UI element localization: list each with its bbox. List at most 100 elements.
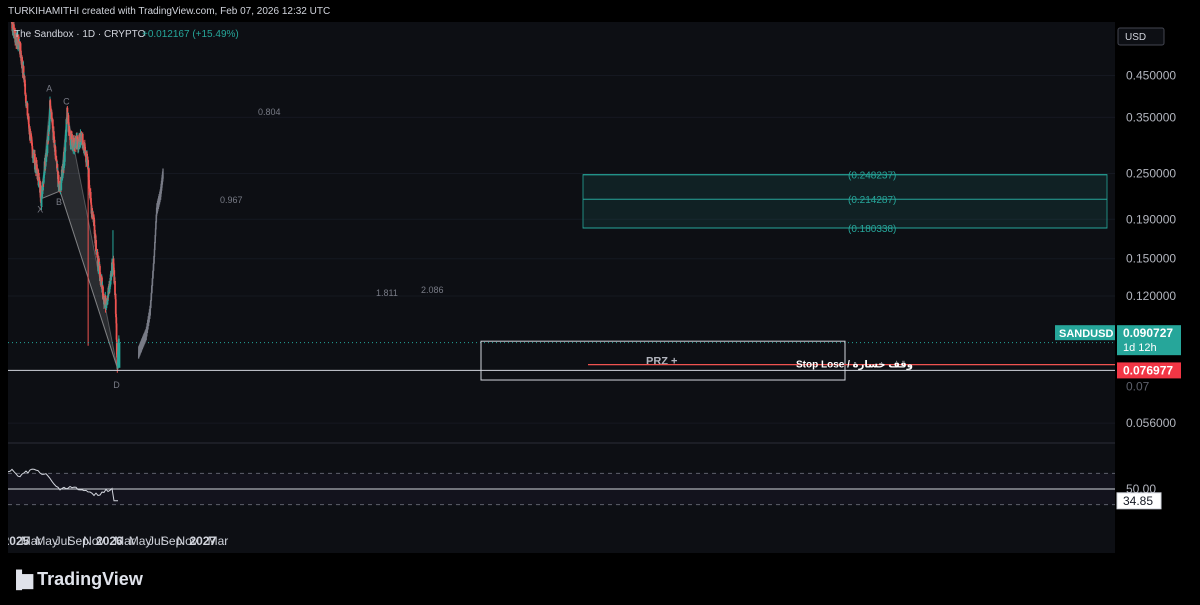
candle[interactable]	[68, 125, 71, 136]
candle-body[interactable]	[36, 164, 38, 170]
candle-body[interactable]	[65, 119, 68, 133]
candle-body[interactable]	[114, 280, 116, 296]
candle-body[interactable]	[93, 225, 96, 234]
candle-body[interactable]	[112, 263, 115, 275]
candle-body[interactable]	[67, 115, 70, 123]
candle-body[interactable]	[82, 140, 84, 146]
chart-svg[interactable]: 0.450000 0.350000 0.250000 0.190000 0.150000…	[8, 22, 1190, 553]
candle-body[interactable]	[21, 57, 23, 66]
candle-body[interactable]	[103, 302, 106, 305]
candle-body[interactable]	[46, 139, 49, 154]
symbol-legend[interactable]: The Sandbox · 1D · CRYPTO+0.012167 (+15.…	[14, 29, 239, 40]
candle-body[interactable]	[54, 149, 57, 160]
candle-body[interactable]	[102, 286, 104, 299]
candle-body[interactable]	[66, 107, 69, 120]
currency-button[interactable]: USD	[1117, 27, 1165, 46]
candle-body[interactable]	[115, 313, 117, 318]
current-price-badge[interactable]: 0.090727 1d 12h	[1117, 325, 1181, 356]
chart-area[interactable]: 0.450000 0.350000 0.250000 0.190000 0.150000…	[8, 22, 1190, 553]
candle-body[interactable]	[37, 169, 40, 181]
candle-body[interactable]	[19, 43, 22, 54]
candle-body[interactable]	[108, 281, 111, 290]
target-zone[interactable]: (0.248237) (0.214287) (0.180338)	[582, 171, 1108, 235]
candle-body[interactable]	[31, 146, 34, 149]
stop-price-badge[interactable]: 0.076977	[1117, 362, 1181, 379]
candle-body[interactable]	[78, 134, 81, 145]
candle-body[interactable]	[95, 240, 97, 251]
candle-body[interactable]	[64, 130, 67, 142]
candle-body[interactable]	[110, 272, 113, 281]
candle-body[interactable]	[86, 153, 89, 158]
candle-body[interactable]	[38, 177, 41, 180]
rsi-panel[interactable]	[8, 444, 1115, 530]
candle-body[interactable]	[90, 202, 93, 205]
candle-body[interactable]	[110, 270, 113, 274]
candle-body[interactable]	[57, 174, 60, 183]
candle-body[interactable]	[113, 270, 116, 284]
candle-body[interactable]	[98, 262, 101, 266]
candle-body[interactable]	[114, 293, 117, 300]
candle-body[interactable]	[68, 129, 71, 136]
candle[interactable]	[82, 137, 84, 151]
prz-box[interactable]	[480, 340, 846, 381]
candle-body[interactable]	[42, 184, 44, 191]
candle-body[interactable]	[114, 299, 117, 314]
candle-body[interactable]	[29, 128, 31, 141]
bcd-triangle[interactable]	[59, 112, 118, 368]
candle-body[interactable]	[22, 66, 25, 75]
candle-body[interactable]	[63, 152, 66, 162]
partially-hidden-price-label: 0.07	[1126, 379, 1150, 393]
currency-button-frame[interactable]	[1117, 27, 1165, 46]
target-box[interactable]	[582, 174, 1108, 229]
candle-body[interactable]	[48, 119, 51, 122]
candle-body[interactable]	[33, 153, 36, 170]
candle-body[interactable]	[115, 317, 118, 324]
candle-body[interactable]	[42, 175, 45, 183]
target-level-label: (0.248237)	[848, 171, 896, 182]
candle[interactable]	[105, 303, 108, 311]
candle-body[interactable]	[87, 168, 90, 181]
candle-body[interactable]	[117, 338, 120, 344]
candle-body[interactable]	[45, 154, 48, 162]
candle-body[interactable]	[25, 94, 27, 104]
candle-body[interactable]	[87, 160, 90, 168]
candle-body[interactable]	[112, 258, 115, 264]
candle-body[interactable]	[50, 112, 53, 118]
rsi-value-badge[interactable]: 34.85	[1116, 492, 1162, 510]
candle-body[interactable]	[60, 179, 63, 183]
projected-path[interactable]	[137, 168, 164, 359]
candle-body[interactable]	[67, 122, 70, 132]
candle-body[interactable]	[115, 339, 118, 355]
current-price-label: 0.090727	[1123, 326, 1173, 340]
candle-body[interactable]	[115, 323, 118, 340]
candle-body[interactable]	[40, 195, 43, 207]
candles[interactable]	[10, 22, 120, 373]
rsi-line[interactable]	[8, 468, 118, 502]
candle-body[interactable]	[64, 139, 67, 152]
candle-body[interactable]	[88, 180, 91, 186]
candle-body[interactable]	[81, 134, 84, 141]
candle-body[interactable]	[26, 103, 29, 116]
last-candle[interactable]	[117, 343, 121, 368]
candle-body[interactable]	[49, 108, 52, 110]
candle-body[interactable]	[39, 185, 42, 198]
candle-body[interactable]	[11, 23, 14, 31]
candle-body[interactable]	[54, 146, 57, 150]
prz-label: PRZ +	[646, 355, 677, 367]
time-tick-label: 2026	[96, 534, 123, 548]
candle-body[interactable]	[24, 83, 27, 95]
candle-body[interactable]	[88, 188, 91, 196]
candle-body[interactable]	[105, 304, 108, 307]
price-tick-label: 0.190000	[1126, 212, 1176, 226]
price-panel[interactable]	[8, 22, 1115, 442]
candle-body[interactable]	[93, 219, 96, 226]
ticker-badge[interactable]: SANDUSD	[1055, 325, 1115, 341]
rsi-value-label: 34.85	[1123, 494, 1153, 508]
time-tick-label: Mar	[208, 534, 229, 548]
candle-body[interactable]	[83, 149, 86, 153]
time-tick-label: Sep	[67, 534, 89, 548]
candle-body[interactable]	[99, 266, 101, 282]
tradingview-logo[interactable]: ▐▆ TradingView	[10, 569, 143, 590]
candle-body[interactable]	[52, 127, 54, 133]
candle-body[interactable]	[101, 277, 103, 285]
